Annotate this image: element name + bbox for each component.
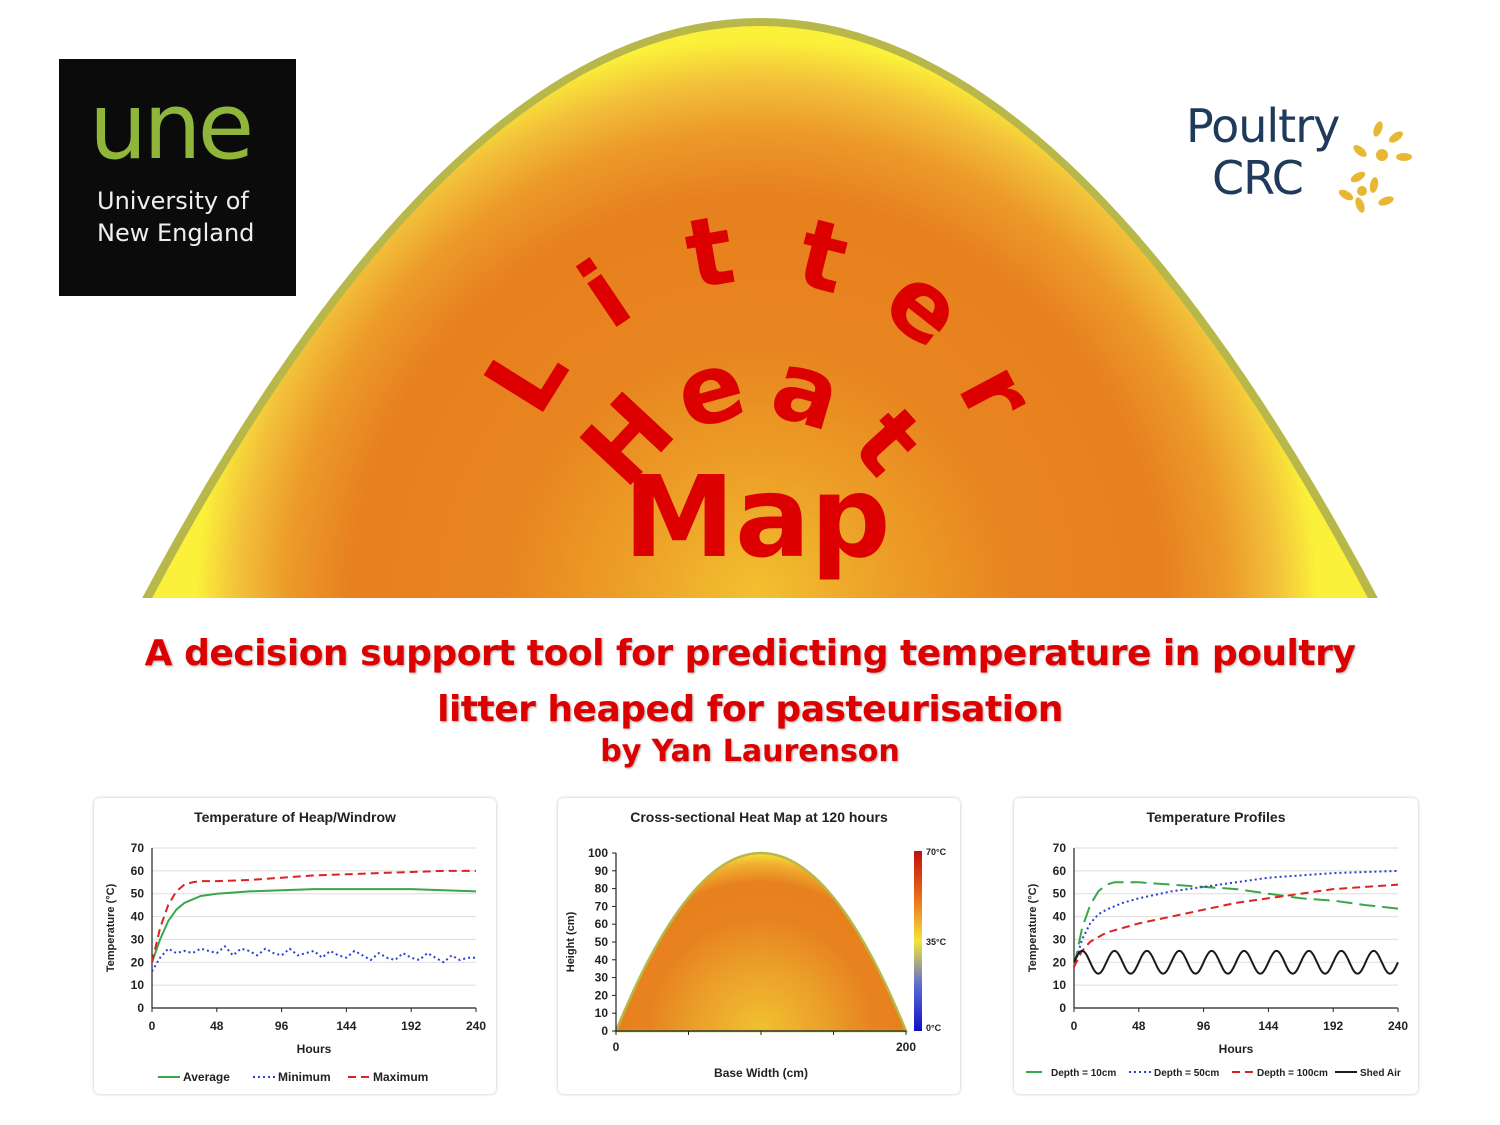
y-axis-label: Temperature (°C)	[105, 883, 117, 972]
y-tick-label: 70	[1053, 841, 1067, 855]
series-line-shed-air	[1073, 949, 1399, 975]
y-tick-label: 20	[131, 955, 145, 969]
y-tick-label: 10	[1053, 978, 1067, 992]
y-tick-label: 40	[131, 910, 145, 924]
chart-heap-temperature: Temperature of Heap/Windrow 0 10 20 30 40 50 60…	[105, 809, 486, 1084]
legend-label-shed-air: Shed Air	[1360, 1068, 1401, 1079]
x-tick-label: 192	[1323, 1019, 1343, 1033]
x-tick-label: 96	[275, 1019, 289, 1033]
hero-title-map: Map	[623, 453, 890, 583]
y-tick-label: 70	[595, 899, 609, 913]
y-tick-label: 30	[1053, 932, 1067, 946]
x-tick-label: 200	[896, 1040, 916, 1054]
colorbar-mid-label: 35°C	[926, 937, 947, 947]
x-axis-label: Hours	[1219, 1042, 1254, 1056]
y-tick-label: 80	[595, 882, 609, 896]
subtitle-line1: A decision support tool for predicting t…	[144, 633, 1356, 674]
y-tick-label: 40	[1053, 910, 1067, 924]
x-axis-label: Hours	[297, 1042, 332, 1056]
legend-label-depth-50cm: Depth = 50cm	[1154, 1068, 1219, 1079]
crc-logo-line1: Poultry	[1186, 99, 1340, 153]
chart-title: Cross-sectional Heat Map at 120 hours	[630, 809, 888, 825]
series-line-depth-10cm	[1073, 881, 1399, 968]
y-tick-label: 20	[1053, 955, 1067, 969]
chart-panel-heat-map: Cross-sectional Heat Map at 120 hours 0 10…	[558, 798, 960, 1094]
une-logo-mark: une	[89, 73, 254, 180]
une-logo-line1: University of	[97, 187, 249, 215]
legend-label-average: Average	[183, 1070, 230, 1084]
y-tick-label: 0	[137, 1001, 144, 1015]
series-line-average	[151, 888, 477, 963]
wheat-icon	[1338, 121, 1412, 213]
x-tick-label: 192	[401, 1019, 421, 1033]
y-tick-label: 50	[1053, 887, 1067, 901]
y-tick-label: 0	[1059, 1001, 1066, 1015]
chart-panel-heap-temperature: Temperature of Heap/Windrow 0 10 20 30 40 50 60…	[94, 798, 496, 1094]
subtitle: A decision support tool for predicting t…	[0, 626, 1500, 738]
subtitle-line2: litter heaped for pasteurisation	[437, 689, 1063, 730]
poultry-crc-logo: Poultry CRC	[1180, 95, 1420, 225]
series-line-minimum	[151, 945, 476, 972]
y-tick-label: 60	[1053, 864, 1067, 878]
x-tick-label: 0	[1071, 1019, 1078, 1033]
y-axis-label: Temperature (°C)	[1027, 883, 1039, 972]
x-tick-label: 0	[613, 1040, 620, 1054]
colorbar-min-label: 0°C	[926, 1023, 942, 1033]
y-tick-label: 20	[595, 988, 609, 1002]
une-logo: une University of New England	[59, 59, 296, 296]
y-tick-label: 10	[131, 978, 145, 992]
colorbar-max-label: 70°C	[926, 847, 947, 857]
y-axis-label: Height (cm)	[565, 911, 577, 972]
legend-label-minimum: Minimum	[278, 1070, 331, 1084]
chart-panel-temperature-profiles: Temperature Profiles 0 10 20 30 40 50 60 70 0 48 96…	[1014, 798, 1418, 1094]
x-tick-label: 144	[1258, 1019, 1278, 1033]
chart-cross-sectional-heat-map: Cross-sectional Heat Map at 120 hours 0 10…	[565, 809, 947, 1080]
series-line-depth-50cm	[1073, 869, 1399, 968]
y-tick-label: 100	[588, 846, 608, 860]
series-line-maximum	[151, 869, 476, 963]
x-axis-label: Base Width (cm)	[714, 1066, 808, 1080]
y-tick-label: 10	[595, 1006, 609, 1020]
heap-body	[152, 26, 1368, 598]
legend-label-depth-10cm: Depth = 10cm	[1051, 1068, 1116, 1079]
une-logo-line2: New England	[97, 219, 255, 247]
x-tick-label: 48	[210, 1019, 224, 1033]
x-tick-label: 144	[336, 1019, 356, 1033]
y-tick-label: 50	[131, 887, 145, 901]
x-tick-label: 48	[1132, 1019, 1146, 1033]
heat-map-heap	[614, 851, 908, 1033]
series-line-depth-100cm	[1073, 883, 1399, 968]
y-tick-label: 30	[595, 971, 609, 985]
x-tick-label: 96	[1197, 1019, 1211, 1033]
chart-title: Temperature of Heap/Windrow	[194, 809, 396, 825]
y-tick-label: 70	[131, 841, 145, 855]
y-tick-label: 90	[595, 864, 609, 878]
x-tick-label: 240	[466, 1019, 486, 1033]
chart-temperature-profiles: Temperature Profiles 0 10 20 30 40 50 60 70 0 48 96…	[1026, 809, 1408, 1079]
y-tick-label: 60	[131, 864, 145, 878]
y-tick-label: 0	[601, 1024, 608, 1038]
crc-logo-line2: CRC	[1212, 151, 1304, 205]
x-tick-label: 0	[149, 1019, 156, 1033]
y-tick-label: 50	[595, 935, 609, 949]
y-tick-label: 60	[595, 917, 609, 931]
legend-label-maximum: Maximum	[373, 1070, 428, 1084]
x-tick-label: 240	[1388, 1019, 1408, 1033]
y-tick-label: 40	[595, 953, 609, 967]
chart-title: Temperature Profiles	[1146, 809, 1285, 825]
byline: by Yan Laurenson	[600, 734, 900, 769]
y-tick-label: 30	[131, 932, 145, 946]
legend-label-depth-100cm: Depth = 100cm	[1257, 1068, 1328, 1079]
colorbar	[914, 851, 922, 1031]
